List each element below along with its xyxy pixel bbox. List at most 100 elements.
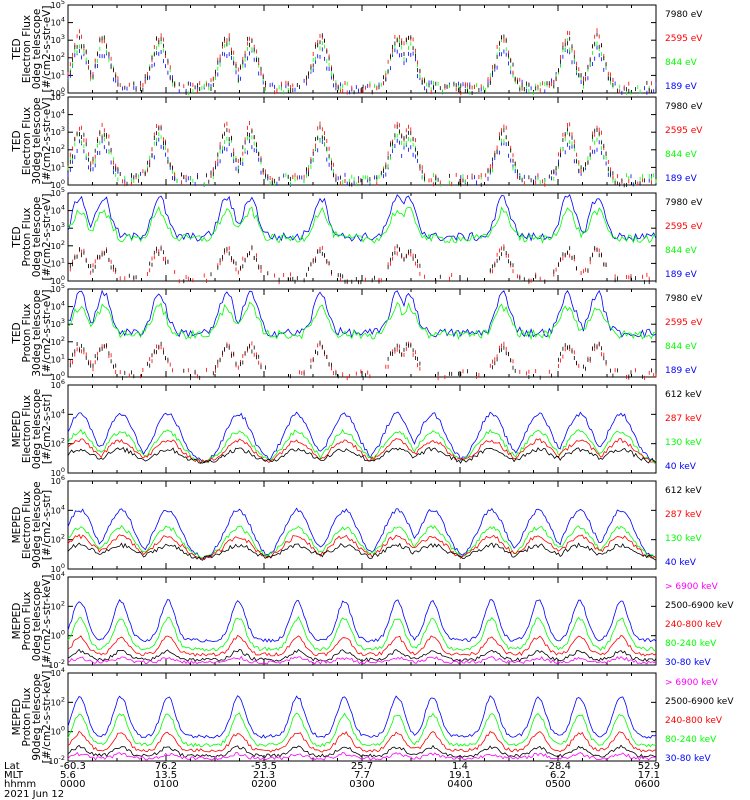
y-tick-label: 105 [51,0,65,10]
y-tick-label: 104 [51,570,65,582]
y-tick-label: 104 [51,204,65,216]
series-189-ev [67,137,652,187]
y-tick-label: 101 [51,352,65,364]
legend-entry: 287 keV [665,414,702,424]
series-80-240-kev [67,712,657,748]
y-tick-label: 103 [51,221,65,233]
y-tick-label: 101 [51,256,65,268]
x-tick-label-mlt: 21.3 [253,770,275,781]
x-tick-label-mlt: 6.2 [550,770,566,781]
series-844-ev [67,206,657,244]
x-tick-label-hhmm: 0000 [60,779,85,790]
series-844-ev [67,301,657,341]
y-tick-label: 102 [51,437,65,449]
x-tick-label-hhmm: 0200 [251,779,276,790]
legend-entry: 7980 eV [665,294,703,304]
y-tick-label: 10-2 [48,658,65,670]
y-tick-label: 100 [51,370,65,382]
legend-entry: 30-80 keV [665,754,711,764]
x-tick-label-lat: 25.7 [351,761,373,772]
y-tick-label: 102 [51,335,65,347]
y-tick-label: 100 [51,562,65,574]
series--6900-kev [67,655,657,665]
x-tick-label-hhmm: 0600 [635,779,660,790]
series-2595-ev [67,28,652,96]
x-tick-label-hhmm: 0300 [349,779,374,790]
series-612-kev [67,542,657,561]
x-tick-label-lat: 52.9 [638,761,660,772]
y-tick-label: 102 [51,533,65,545]
y-tick-label: 101 [51,68,65,80]
series-2595-ev [69,341,657,381]
legend-entry: 2500-6900 keV [665,601,734,611]
y-axis-label: TEDElectron Flux0deg telescope[#/cm2-s-s… [11,6,53,93]
y-tick-label: 102 [51,239,65,251]
legend-entry: 2500-6900 keV [665,697,734,707]
series-40-kev [67,411,656,464]
legend-entry: 612 keV [665,486,702,496]
y-tick-label: 10-2 [48,754,65,766]
series-2595-ev [69,244,650,285]
y-tick-label: 103 [51,33,65,45]
series-287-kev [67,533,657,561]
series-189-ev [67,194,657,242]
legend-entry: > 6900 keV [665,582,719,592]
y-tick-label: 103 [51,317,65,329]
y-tick-label: 100 [51,86,65,98]
y-tick-label: 100 [51,274,65,286]
y-axis-label: TEDProton Flux30deg telescope[#/cm2-s-st… [11,289,53,376]
legend-entry: 7980 eV [665,102,703,112]
y-axis-label: TEDProton Flux0deg telescope[#/cm2-s-str… [11,194,53,281]
y-tick-label: 100 [51,178,65,190]
legend-entry: 80-240 keV [665,639,717,649]
x-row-label: MLT [4,770,24,781]
y-tick-label: 103 [51,125,65,137]
series-240-800-kev [67,730,657,753]
legend-entry: 189 eV [665,270,698,280]
x-row-label: Lat [4,761,20,772]
y-tick-label: 101 [51,160,65,172]
legend-entry: 7980 eV [665,10,703,20]
y-axis-label: MEPEDProton Flux0deg telescope[#/cm2-s-s… [11,575,53,668]
panel-frame [67,192,657,282]
series-2500-6900-kev [67,744,657,758]
series-240-800-kev [67,634,657,657]
series-7980-ev [69,244,657,285]
x-tick-label-hhmm: 0500 [545,779,570,790]
legend-entry: 844 eV [665,342,698,352]
legend-entry: 7980 eV [665,198,703,208]
legend-entry: 240-800 keV [665,716,723,726]
x-tick-label-hhmm: 0100 [153,779,178,790]
legend-entry: 189 eV [665,366,698,376]
x-tick-label-mlt: 7.7 [354,770,370,781]
legend-entry: 240-800 keV [665,620,723,630]
legend-entry: 130 keV [665,438,702,448]
y-tick-label: 104 [51,16,65,28]
x-row-label: hhmm [4,779,36,790]
y-tick-label: 102 [51,599,65,611]
panel-frame [67,672,657,762]
y-tick-label: 100 [51,466,65,478]
legend-entry: 189 eV [665,82,698,92]
legend-entry: 30-80 keV [665,658,711,668]
series--6900-kev [67,751,657,761]
y-axis-label: MEPEDElectron Flux90deg telescope[#/cm2-… [11,481,53,568]
x-tick-label-lat: 76.2 [155,761,177,772]
x-tick-label-mlt: 5.6 [60,770,76,781]
y-tick-label: 106 [51,474,65,486]
legend-entry: 2595 eV [665,318,703,328]
legend-entry: 844 eV [665,246,698,256]
x-tick-label-mlt: 13.5 [155,770,177,781]
series-2500-6900-kev [67,648,657,663]
x-tick-label-mlt: 17.1 [638,770,660,781]
legend-entry: 189 eV [665,174,698,184]
y-axis-label: MEPEDElectron Flux0deg telescope[#/cm2-s… [11,389,53,470]
